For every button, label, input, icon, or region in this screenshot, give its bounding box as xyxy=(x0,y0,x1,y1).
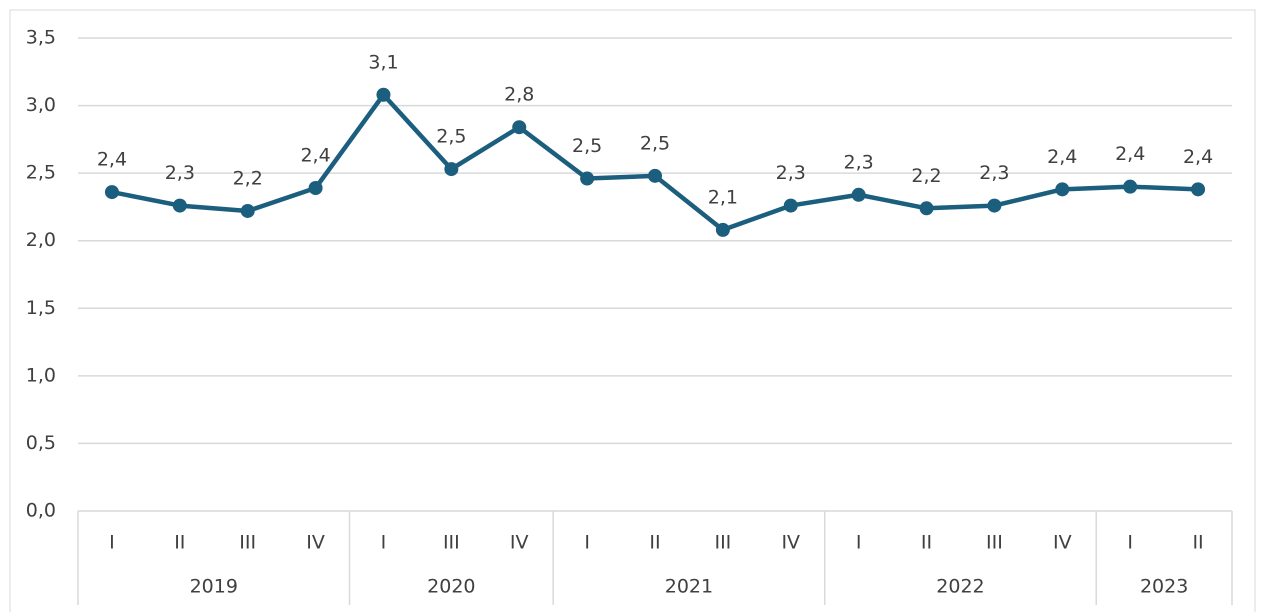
x-group-label: 2019 xyxy=(190,576,238,598)
data-label: 2,5 xyxy=(640,132,670,154)
data-label: 2,3 xyxy=(979,162,1009,184)
point xyxy=(104,185,119,200)
point xyxy=(987,198,1002,213)
y-tick-label: 2,0 xyxy=(26,229,56,251)
data-label: 2,4 xyxy=(97,149,127,171)
point xyxy=(1055,182,1070,197)
x-tick-label: I xyxy=(584,532,590,554)
x-tick-label: II xyxy=(174,532,185,554)
x-tick-label: IV xyxy=(781,532,800,554)
x-tick-label: I xyxy=(381,532,387,554)
data-label: 2,4 xyxy=(1183,146,1213,168)
point xyxy=(1123,179,1138,194)
x-tick-label: IV xyxy=(510,532,529,554)
data-label: 2,8 xyxy=(504,84,534,106)
x-tick-label: I xyxy=(1127,532,1133,554)
point xyxy=(580,171,595,186)
x-tick-label: III xyxy=(443,532,460,554)
x-tick-label: III xyxy=(239,532,256,554)
point xyxy=(648,168,662,183)
point xyxy=(308,181,323,196)
x-group-label: 2023 xyxy=(1140,576,1188,598)
point xyxy=(444,162,459,177)
x-group-label: 2020 xyxy=(427,576,475,598)
point xyxy=(715,222,730,237)
data-label: 3,1 xyxy=(368,51,398,73)
y-tick-label: 2,5 xyxy=(26,162,56,184)
data-label: 2,5 xyxy=(436,126,466,148)
data-label: 2,5 xyxy=(572,135,602,157)
data-label: 2,3 xyxy=(844,151,874,173)
chart-border xyxy=(9,9,1256,616)
point xyxy=(851,187,866,202)
x-tick-label: II xyxy=(1192,532,1203,554)
data-label: 2,4 xyxy=(1047,146,1077,168)
point xyxy=(376,87,391,102)
data-label: 2,1 xyxy=(708,186,738,208)
data-label: 2,2 xyxy=(911,165,941,187)
line xyxy=(111,92,1199,233)
point xyxy=(240,203,255,218)
point xyxy=(919,201,934,216)
y-tick-label: 0,0 xyxy=(26,500,56,522)
y-tick-label: 1,0 xyxy=(26,364,56,386)
y-tick-label: 3,0 xyxy=(26,94,56,116)
x-tick-label: II xyxy=(921,532,932,554)
y-tick-label: 3,5 xyxy=(26,27,56,49)
x-tick-label: I xyxy=(109,532,115,554)
point xyxy=(783,198,798,213)
x-tick-label: IV xyxy=(1053,532,1072,554)
y-tick-label: 0,5 xyxy=(26,432,56,454)
data-label: 2,3 xyxy=(165,162,195,184)
data-label: 2,4 xyxy=(1115,143,1145,165)
data-label: 2,2 xyxy=(233,167,263,189)
x-group-label: 2022 xyxy=(936,576,984,598)
data-label: 2,3 xyxy=(776,162,806,184)
point xyxy=(1191,182,1206,197)
x-tick-label: III xyxy=(986,532,1003,554)
y-tick-label: 1,5 xyxy=(26,297,56,319)
x-group-label: 2021 xyxy=(665,576,713,598)
x-tick-label: II xyxy=(649,532,660,554)
x-tick-label: IV xyxy=(306,532,325,554)
point xyxy=(172,198,187,213)
data-label: 2,4 xyxy=(300,145,330,167)
point xyxy=(512,120,527,135)
x-tick-label: I xyxy=(856,532,862,554)
x-tick-label: III xyxy=(714,532,731,554)
